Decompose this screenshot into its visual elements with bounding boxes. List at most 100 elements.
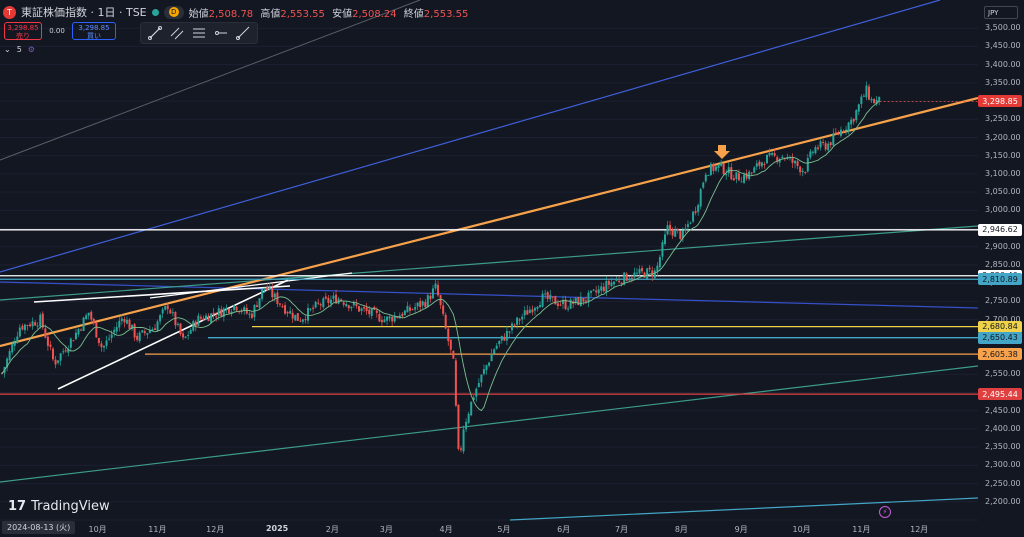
candle-body: [541, 293, 544, 307]
candle-body: [222, 308, 225, 317]
candle-body: [518, 319, 521, 321]
candle-body: [806, 158, 809, 172]
candle-body: [340, 299, 343, 302]
time-tick-label: 9月: [734, 525, 748, 534]
candle-body: [11, 344, 14, 353]
candle-body: [365, 307, 368, 312]
price-tick-label: 3,200.00: [985, 132, 1021, 142]
candle-body: [307, 307, 309, 321]
horizontal-ray-tool-icon[interactable]: [211, 25, 231, 41]
candle-body: [847, 122, 850, 132]
candle-body: [49, 344, 52, 347]
candle-body: [444, 314, 447, 329]
candle-body: [595, 290, 598, 293]
candle-body: [559, 304, 562, 306]
candle-body: [370, 308, 373, 316]
event-marker-icon[interactable]: ⚡: [879, 506, 891, 518]
candle-body: [115, 327, 118, 332]
candle-body: [36, 325, 39, 327]
sell-button[interactable]: 3,298.85 売り: [4, 22, 42, 40]
price-tick-label: 2,250.00: [985, 478, 1021, 488]
candle-body: [860, 96, 863, 104]
candle-body: [363, 306, 366, 309]
candle-body: [485, 365, 488, 371]
candle-body: [582, 297, 585, 302]
market-status-icon[interactable]: [151, 8, 159, 16]
price-level-badge[interactable]: 2,810.89: [978, 273, 1022, 286]
price-level-badge[interactable]: 2,650.43: [978, 331, 1022, 344]
price-level-badge[interactable]: 3,298.85: [978, 95, 1022, 108]
candle-body: [740, 181, 743, 183]
parallel-channel-tool-icon[interactable]: [167, 25, 187, 41]
candle-body: [801, 170, 804, 173]
candle-body: [391, 317, 394, 322]
candle-body: [684, 228, 687, 231]
symbol-title[interactable]: 東証株価指数 · 1日 · TSE: [21, 6, 147, 19]
candle-body: [378, 313, 381, 322]
tradingview-logo[interactable]: 17 TradingView: [8, 499, 110, 514]
candle-body: [429, 295, 432, 300]
candle-body: [702, 182, 705, 188]
candle-body: [426, 295, 429, 307]
candle-body: [154, 328, 156, 330]
candle-body: [676, 228, 679, 231]
candle-body: [875, 99, 878, 105]
buy-button[interactable]: 3,298.85 買い: [72, 22, 116, 40]
candle-body: [760, 162, 763, 167]
candle-body: [482, 369, 485, 374]
candle-body: [131, 324, 134, 329]
indicator-count[interactable]: 5: [16, 45, 22, 54]
candle-body: [822, 142, 825, 144]
candle-body: [350, 306, 353, 309]
candle-body: [414, 307, 417, 310]
candle-body: [467, 413, 470, 423]
price-level-badge[interactable]: 2,946.62: [978, 223, 1022, 236]
candle-body: [34, 322, 37, 326]
candle-body: [536, 306, 539, 309]
trend-line-navy: [0, 281, 979, 309]
data-source-pill[interactable]: D: [163, 5, 184, 19]
candle-body: [278, 303, 281, 305]
trend-line-tool-icon[interactable]: [145, 25, 165, 41]
candle-body: [304, 319, 307, 321]
candle-body: [258, 298, 261, 308]
candle-body: [852, 118, 855, 122]
price-level-badge[interactable]: 2,680.84: [978, 320, 1022, 333]
candle-body: [54, 359, 57, 365]
candle-body: [171, 312, 174, 314]
candle-body: [207, 315, 210, 322]
price-tick-label: 2,450.00: [985, 405, 1021, 415]
candle-body: [192, 321, 195, 331]
price-level-badge[interactable]: 2,495.44: [978, 388, 1022, 401]
candle-body: [103, 345, 105, 348]
candle-body: [613, 281, 615, 285]
candle-body: [227, 308, 230, 314]
price-level-badge[interactable]: 2,605.38: [978, 348, 1022, 361]
candle-body: [579, 296, 582, 306]
fib-retracement-tool-icon[interactable]: [189, 25, 209, 41]
candle-body: [125, 319, 128, 324]
candle-body: [248, 313, 251, 315]
chevron-down-icon[interactable]: ⌄: [4, 45, 11, 54]
candle-body: [819, 141, 822, 148]
candle-body: [641, 268, 644, 272]
candle-body: [263, 287, 266, 289]
candle-body: [230, 311, 233, 314]
price-tick-label: 3,100.00: [985, 168, 1021, 178]
candle-body: [437, 284, 440, 296]
candle-body: [388, 316, 391, 319]
symbol-logo-icon[interactable]: T: [3, 5, 16, 19]
currency-selector[interactable]: JPY: [984, 6, 1018, 19]
candle-body: [623, 272, 626, 285]
candle-body: [442, 305, 445, 314]
indicator-settings-icon[interactable]: ⚙: [27, 45, 35, 54]
candle-body: [692, 211, 695, 222]
candle-body: [493, 349, 496, 354]
candle-body: [454, 360, 457, 406]
ray-tool-icon[interactable]: [233, 25, 253, 41]
candle-body: [834, 132, 837, 134]
candle-body: [498, 340, 501, 345]
candle-body: [796, 161, 799, 167]
